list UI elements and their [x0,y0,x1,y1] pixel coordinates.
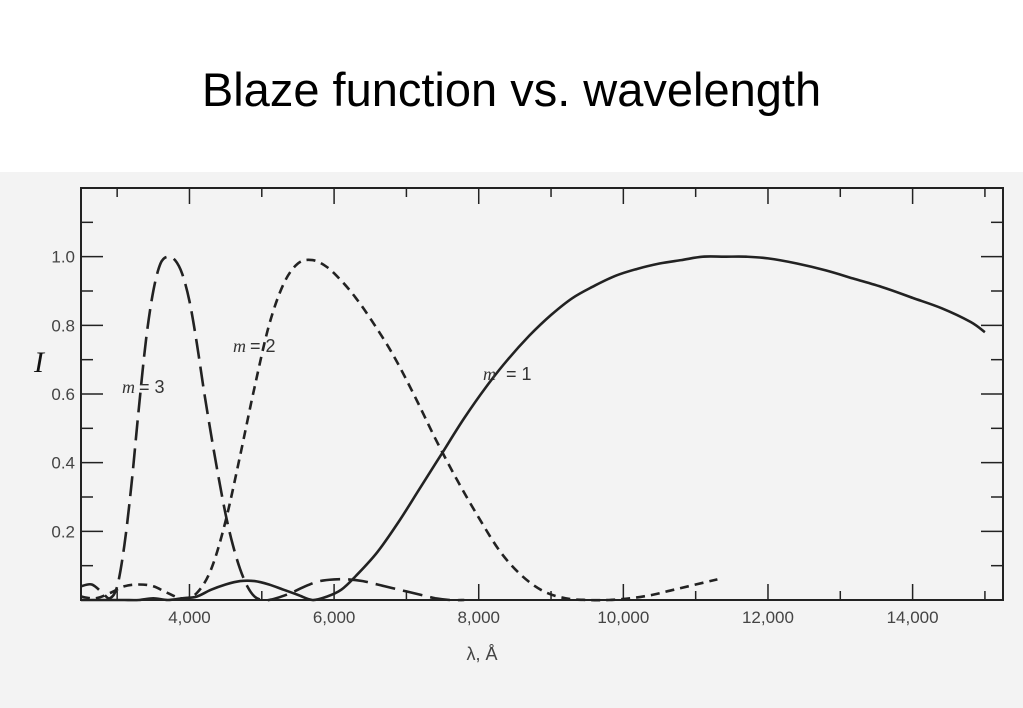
annotation-m2-value: = 2 [250,336,276,356]
x-tick-label: 14,000 [887,608,939,627]
y-axis-label: I [33,346,46,379]
y-tick-label: 0.8 [51,316,75,335]
annotation-m1-var: m [483,364,496,384]
annotation-m2-var: m [233,336,246,356]
annotation-m1: m = 1 [483,364,532,384]
annotation-m3-var: m [122,377,135,397]
annotation-m1-value: = 1 [506,364,532,384]
annotation-m2: m = 2 [233,336,276,356]
x-tick-label: 6,000 [313,608,356,627]
series-line-m3 [80,255,465,602]
slide-title: Blaze function vs. wavelength [201,63,822,116]
series-line-m2 [80,258,718,602]
axis-labels: 4,000 6,000 8,000 10,000 12,000 14,000 0.2 0.4 0… [51,248,938,627]
y-tick-label: 1.0 [51,248,75,267]
x-tick-label: 12,000 [742,608,794,627]
y-tick-label: 0.2 [51,522,75,541]
x-tick-label: 4,000 [168,608,211,627]
x-axis-label: λ, Å [466,644,497,664]
axis-ticks [81,188,1003,600]
series-layer [80,255,986,602]
x-tick-label: 10,000 [597,608,649,627]
annotation-m3-value: = 3 [139,377,165,397]
plot-frame [80,187,1004,601]
y-tick-label: 0.4 [51,454,75,473]
scanned-figure-background [0,172,1023,708]
annotation-m3: m = 3 [122,377,165,397]
y-tick-label: 0.6 [51,385,75,404]
series-line-m1 [80,255,986,602]
x-tick-label: 8,000 [457,608,500,627]
